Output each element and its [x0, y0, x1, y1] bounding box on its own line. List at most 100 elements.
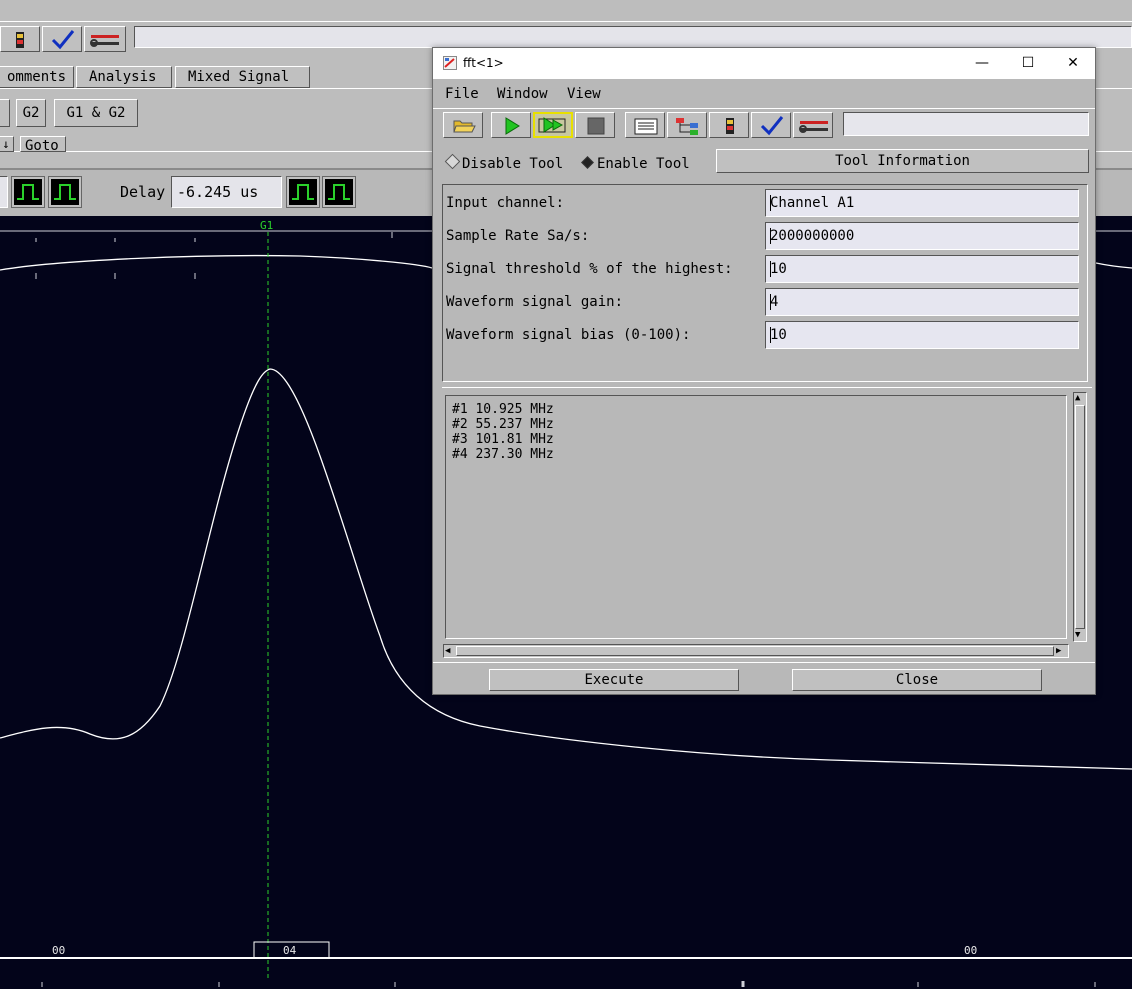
group-g2-button[interactable]: G2	[16, 99, 46, 127]
signal-tool-button[interactable]	[709, 112, 749, 138]
down-arrow-icon: ↓	[2, 137, 10, 151]
delay-row-left-field[interactable]	[0, 176, 8, 208]
radio-diamond-empty-icon	[444, 153, 461, 170]
stop-button[interactable]	[575, 112, 615, 138]
close-icon: ✕	[1067, 55, 1079, 71]
text-cursor	[770, 294, 771, 310]
tab-analysis-label: Analysis	[89, 69, 157, 85]
apply-check-button[interactable]	[42, 26, 82, 52]
scroll-left-arrow-icon[interactable]: ◀	[445, 646, 451, 656]
delay-label: Delay	[120, 183, 166, 201]
open-folder-button[interactable]	[443, 112, 483, 138]
signal-flag-icon	[726, 118, 734, 134]
sample-rate-value: 2000000000	[770, 228, 855, 244]
execute-button[interactable]: Execute	[489, 669, 739, 691]
waveform-trace	[0, 254, 1132, 770]
result-line-3: #3 101.81 MHz	[452, 432, 554, 447]
enable-tool-radio[interactable]: Enable Tool	[581, 156, 690, 172]
pulse-left-button-2[interactable]	[48, 176, 82, 208]
scroll-up-arrow-icon[interactable]: ▲	[1075, 393, 1081, 403]
wrench-screwdriver-icon	[90, 35, 119, 47]
pulse-left-button-1[interactable]	[11, 176, 45, 208]
gain-value: 4	[770, 294, 779, 310]
parameters-panel: Input channel: Channel A1 Sample Rate Sa…	[442, 184, 1088, 382]
bottom-ruler-label-1: 00	[52, 944, 65, 957]
pulse-icon	[17, 184, 39, 200]
menu-window[interactable]: Window	[497, 86, 548, 102]
pulse-icon	[292, 184, 314, 200]
tools-button[interactable]	[84, 26, 126, 52]
pulse-right-button-2[interactable]	[322, 176, 356, 208]
dialog-titlebar[interactable]: fft<1> — ☐ ✕	[433, 48, 1095, 79]
tool-information-button[interactable]: Tool Information	[716, 149, 1089, 173]
horizontal-scroll-thumb[interactable]	[456, 646, 1054, 656]
close-button[interactable]: Close	[792, 669, 1042, 691]
play-repeat-icon	[538, 117, 566, 133]
text-cursor	[770, 195, 771, 211]
input-channel-value: Channel A1	[770, 195, 855, 211]
fft-dialog: fft<1> — ☐ ✕ File Window View Disable To…	[432, 47, 1096, 695]
text-cursor	[770, 327, 771, 343]
tools-button[interactable]	[793, 112, 833, 138]
threshold-value: 10	[770, 261, 787, 277]
vertical-scrollbar[interactable]: ▲ ▼	[1073, 392, 1087, 642]
goto-label: Goto	[25, 138, 59, 152]
field-label-bias: Waveform signal bias (0-100):	[446, 327, 691, 343]
apply-check-button[interactable]	[751, 112, 791, 138]
run-button[interactable]	[491, 112, 531, 138]
toolbar-top-divider	[0, 21, 1132, 22]
pulse-right-button-1[interactable]	[286, 176, 320, 208]
dialog-status-field[interactable]	[843, 112, 1089, 136]
menu-file[interactable]: File	[445, 86, 479, 102]
tab-comments-label: omments	[7, 69, 67, 85]
results-textarea[interactable]: #1 10.925 MHz #2 55.237 MHz #3 101.81 MH…	[445, 395, 1067, 639]
menu-view[interactable]: View	[567, 86, 601, 102]
maximize-button[interactable]: ☐	[1005, 48, 1051, 79]
goto-button[interactable]: Goto	[20, 136, 66, 152]
delay-input[interactable]: -6.245 us	[171, 176, 282, 208]
horizontal-scrollbar[interactable]: ◀ ▶	[443, 644, 1069, 658]
gain-field[interactable]: 4	[765, 288, 1079, 316]
input-channel-field[interactable]: Channel A1	[765, 189, 1079, 217]
close-window-button[interactable]: ✕	[1050, 48, 1096, 79]
bottom-ruler-label-3: 00	[964, 944, 977, 957]
list-icon	[634, 118, 658, 135]
hierarchy-button[interactable]	[667, 112, 707, 138]
signal-tool-button[interactable]	[0, 26, 40, 52]
goto-arrow-button[interactable]: ↓	[0, 136, 14, 152]
tab-comments[interactable]: omments	[0, 66, 74, 88]
tab-mixed-signal[interactable]: Mixed Signal	[175, 66, 310, 88]
bottom-ruler: 00 04 00	[0, 941, 1132, 987]
maximize-icon: ☐	[1021, 55, 1035, 71]
tool-information-label: Tool Information	[835, 153, 970, 169]
check-icon	[51, 30, 75, 50]
bias-value: 10	[770, 327, 787, 343]
bottom-ruler-label-2: 04	[283, 944, 297, 957]
g1-marker-label: G1	[260, 219, 273, 232]
signal-flag-icon	[16, 32, 24, 48]
threshold-field[interactable]: 10	[765, 255, 1079, 283]
group-g1-g2-button[interactable]: G1 & G2	[54, 99, 138, 127]
disable-tool-radio[interactable]: Disable Tool	[444, 153, 564, 172]
text-cursor	[770, 228, 771, 244]
scroll-down-arrow-icon[interactable]: ▼	[1075, 630, 1081, 640]
bottom-ruler-highlight	[253, 941, 330, 959]
main-toolbar	[0, 0, 1132, 54]
minimize-button[interactable]: —	[959, 48, 1005, 79]
sample-rate-field[interactable]: 2000000000	[765, 222, 1079, 250]
radio-diamond-filled-icon	[581, 156, 594, 169]
list-view-button[interactable]	[625, 112, 665, 138]
main-status-field[interactable]	[134, 26, 1132, 48]
scroll-right-arrow-icon[interactable]: ▶	[1056, 646, 1062, 656]
menu-divider	[433, 108, 1095, 109]
bias-field[interactable]: 10	[765, 321, 1079, 349]
group-button-partial[interactable]	[0, 99, 10, 127]
run-repetitive-button[interactable]	[533, 112, 573, 138]
result-line-1: #1 10.925 MHz	[452, 402, 554, 417]
tab-analysis[interactable]: Analysis	[76, 66, 172, 88]
stop-icon	[587, 117, 605, 135]
tab-mixed-signal-label: Mixed Signal	[188, 69, 290, 85]
disable-tool-label: Disable Tool	[462, 156, 564, 172]
wrench-screwdriver-icon	[799, 121, 828, 133]
vertical-scroll-thumb[interactable]	[1075, 405, 1085, 629]
